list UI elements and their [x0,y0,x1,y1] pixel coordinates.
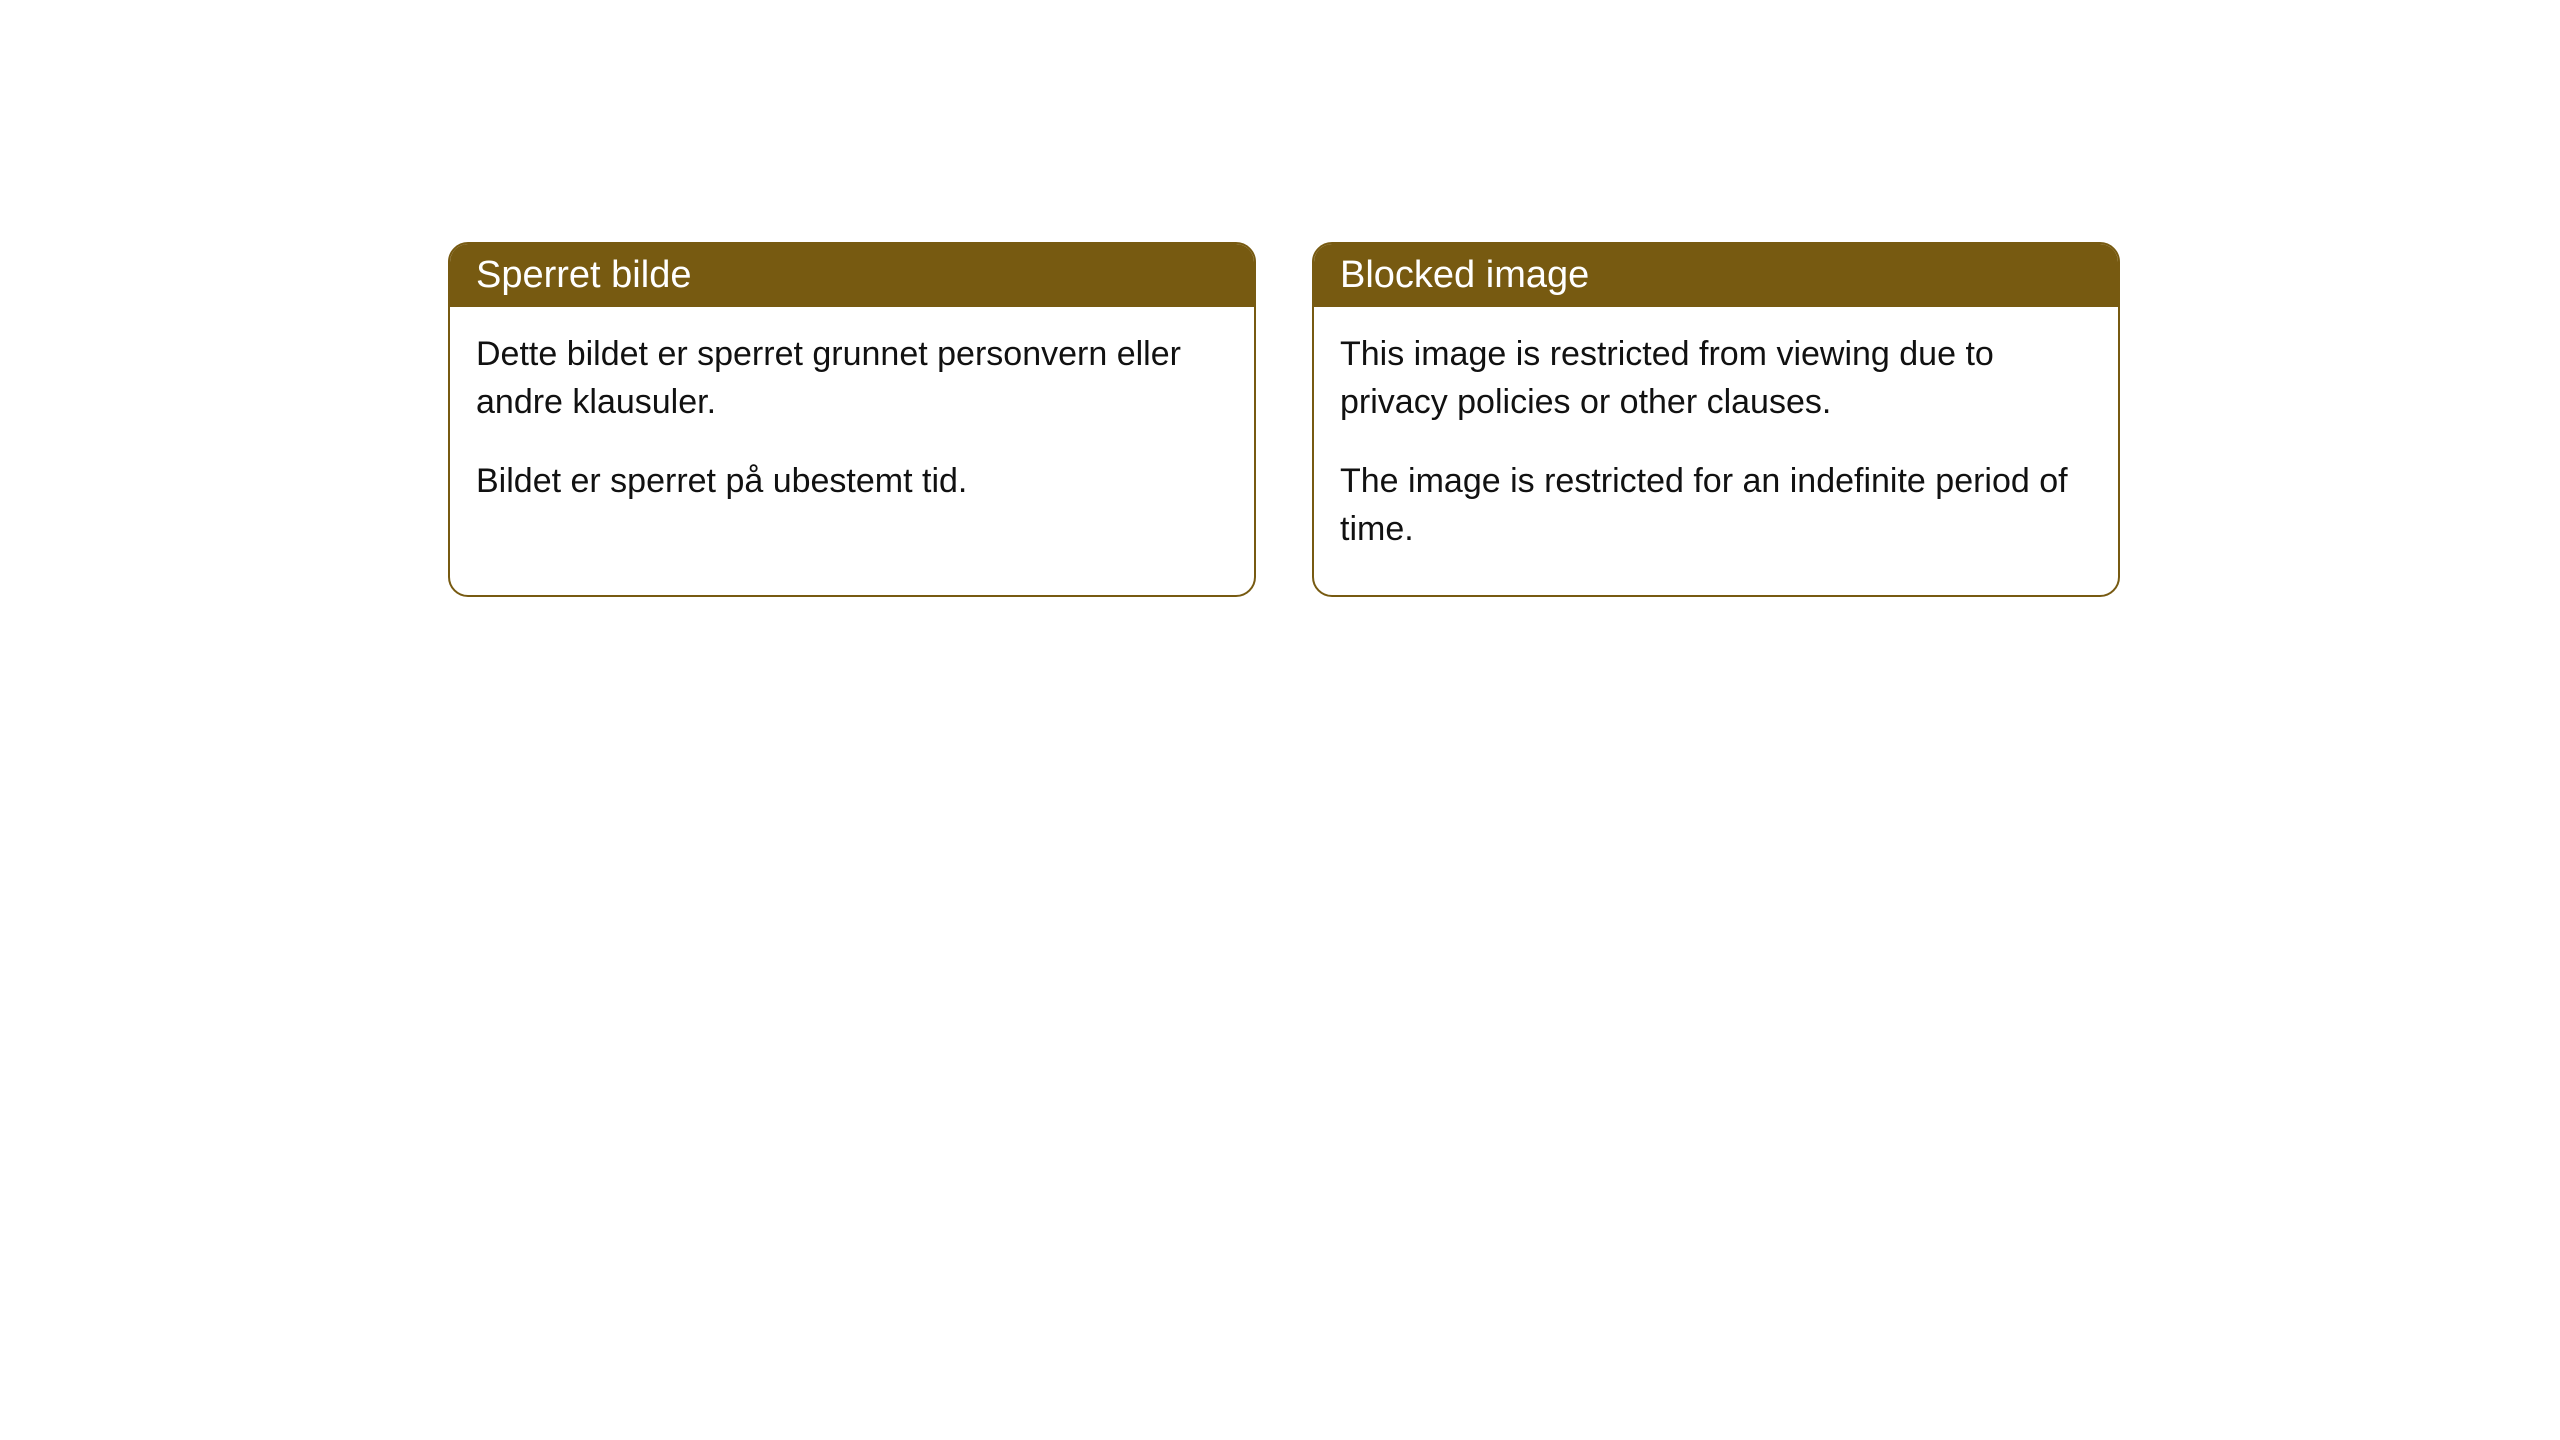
card-text-english-1: This image is restricted from viewing du… [1340,331,2092,426]
card-body-norwegian: Dette bildet er sperret grunnet personve… [450,307,1254,548]
card-text-norwegian-1: Dette bildet er sperret grunnet personve… [476,331,1228,426]
blocked-image-card-english: Blocked image This image is restricted f… [1312,242,2120,597]
card-text-norwegian-2: Bildet er sperret på ubestemt tid. [476,458,1228,506]
card-header-norwegian: Sperret bilde [450,244,1254,307]
notice-cards-container: Sperret bilde Dette bildet er sperret gr… [448,242,2120,597]
blocked-image-card-norwegian: Sperret bilde Dette bildet er sperret gr… [448,242,1256,597]
card-header-english: Blocked image [1314,244,2118,307]
card-body-english: This image is restricted from viewing du… [1314,307,2118,595]
card-text-english-2: The image is restricted for an indefinit… [1340,458,2092,553]
